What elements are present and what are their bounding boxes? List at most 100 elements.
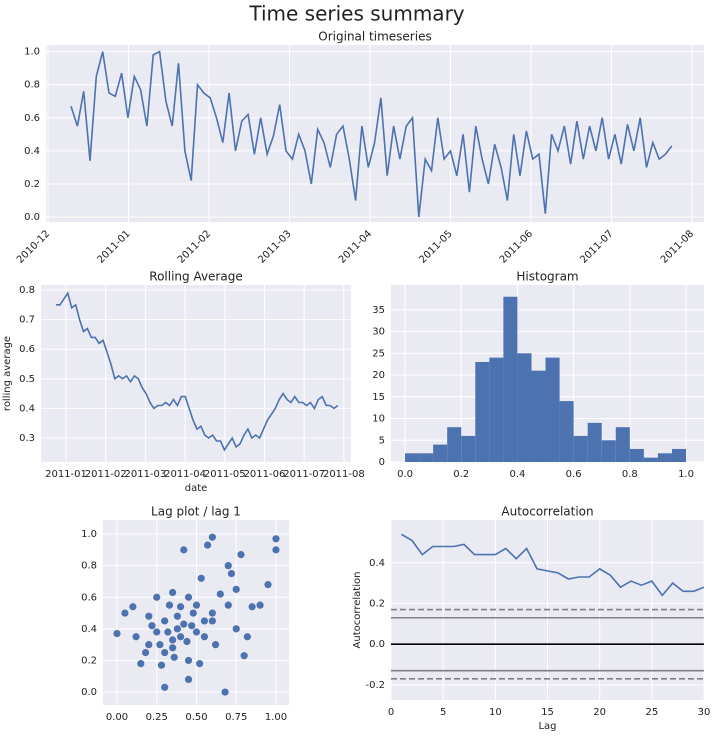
bar [657,453,672,462]
x-tick-label: 0.6 [566,469,582,480]
bar [503,296,518,462]
point [132,633,140,641]
x-tick-label: 0.00 [106,712,128,723]
y-tick-label: 0.4 [24,146,40,157]
y-tick-label: 0.6 [19,344,35,355]
plot-area [46,45,704,222]
point [169,644,177,652]
x-tick-label: 0.50 [185,712,207,723]
plot-area [41,285,351,462]
x-tick-label: 2011-04 [164,469,206,480]
bar [671,448,687,462]
chart-title: Lag plot / lag 1 [151,505,241,519]
x-tick-label: 1.0 [678,469,694,480]
point [156,641,164,649]
point [248,603,256,611]
point [148,622,156,630]
chart-title: Original timeseries [318,30,431,44]
x-tick-label: 2011-05 [204,469,246,480]
x-axis-label: Lag [538,721,556,732]
y-axis-label: rolling average [2,336,13,411]
point [161,683,169,691]
bar [573,435,588,462]
point [204,541,212,549]
x-tick-label: 2011-03 [124,469,166,480]
x-tick-label: 0.4 [509,469,525,480]
point [211,641,220,649]
y-tick-label: 0.7 [19,315,35,326]
y-tick-label: 0.2 [81,655,97,666]
y-tick-label: -0.2 [365,680,385,691]
y-tick-label: 0.4 [19,403,35,414]
chart-title: Histogram [516,270,578,284]
point [184,593,193,601]
point [272,535,280,543]
bar [447,427,462,462]
point [189,609,197,617]
x-tick-label: 2011-06 [244,469,286,480]
y-tick-label: 0.6 [81,592,97,603]
point [216,590,224,598]
bar [629,448,644,462]
series-line [56,291,339,452]
point [142,648,150,657]
point [153,628,161,636]
x-tick-label: 2011-07 [283,469,325,480]
point [208,609,216,617]
y-tick-label: 0.3 [19,433,35,444]
y-tick-label: 0 [379,457,385,468]
y-tick-label: 0.8 [81,561,97,572]
point [264,581,272,589]
point [197,574,205,582]
bar [517,353,532,462]
x-tick-label: 0.75 [225,712,247,723]
point [113,629,121,638]
x-tick-label: 2011-01 [95,228,132,265]
bar [587,422,602,462]
y-tick-label: 0.8 [24,80,40,91]
x-tick-label: 2011-07 [578,228,615,265]
x-tick-label: 20 [593,707,606,718]
point [184,675,193,684]
point [183,637,191,646]
x-tick-label: 2011-02 [85,469,127,480]
y-tick-label: 30 [372,327,385,338]
y-tick-label: 0.4 [369,558,385,569]
bar [559,401,574,462]
bar [615,427,630,462]
point [243,633,251,641]
point [200,633,209,641]
bar [475,361,490,462]
point [161,617,169,625]
point [153,593,161,601]
point [208,533,216,541]
y-tick-label: 5 [379,435,385,446]
bar [531,370,546,462]
point [240,652,248,660]
x-tick-label: 0.25 [146,712,168,723]
point [256,601,264,609]
x-tick-label: 10 [489,707,502,718]
bar [405,453,420,462]
x-tick-label: 2011-03 [256,228,293,265]
point [137,660,145,668]
point [121,609,129,617]
y-tick-label: 25 [372,348,385,359]
point [169,636,177,644]
y-tick-label: 0.4 [81,624,97,635]
point [221,688,229,696]
point [170,653,178,661]
point [129,603,137,611]
bar [461,435,476,462]
point [176,633,185,641]
y-tick-label: 0.8 [19,285,35,296]
point [227,569,236,578]
point [272,546,280,554]
figure-title: Time series summary [248,2,464,26]
point [180,620,188,628]
y-tick-label: 10 [372,414,385,425]
bar [601,440,616,462]
x-tick-label: 2011-06 [498,228,535,265]
x-tick-label: 2011-04 [337,228,374,265]
